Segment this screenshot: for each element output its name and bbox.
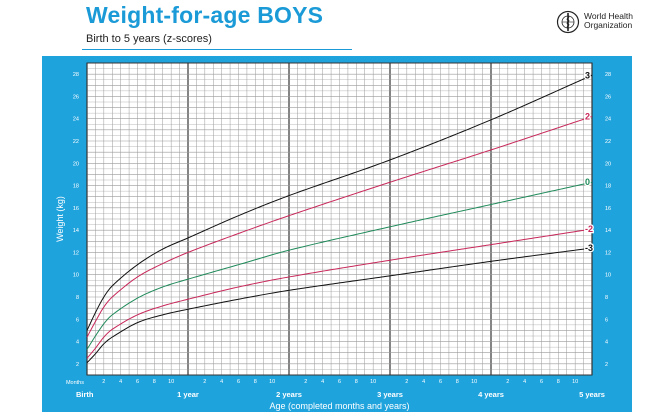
y-tick-label-left: 16 — [73, 206, 79, 212]
y-tick-label-left: 2 — [76, 362, 79, 368]
plot-border — [86, 62, 593, 376]
x-year-tick-label: 2 years — [276, 390, 302, 399]
org-name-line1: World Health — [584, 11, 633, 21]
org-name-line2: Organization — [584, 20, 633, 30]
x-month-tick-label: 2 — [203, 379, 206, 385]
series-line-z3 — [86, 74, 593, 331]
x-month-tick-label: 10 — [370, 379, 376, 385]
y-tick-label-left: 28 — [73, 72, 79, 78]
x-month-tick-label: 6 — [136, 379, 139, 385]
x-unit-label: Months — [66, 380, 84, 386]
y-tick-label-right: 26 — [605, 94, 611, 100]
x-month-tick-label: 10 — [471, 379, 477, 385]
x-axis-title: Age (completed months and years) — [269, 401, 409, 411]
x-month-tick-label: 2 — [304, 379, 307, 385]
subtitle-underline — [82, 30, 352, 50]
y-tick-label-right: 28 — [605, 72, 611, 78]
series-label-z-2: -2 — [585, 224, 593, 234]
x-month-tick-label: 8 — [557, 379, 560, 385]
who-emblem-icon — [556, 10, 580, 34]
y-tick-label-right: 10 — [605, 273, 611, 279]
x-year-tick-label: 3 years — [377, 390, 403, 399]
series-label-z-3: -3 — [585, 243, 593, 253]
x-year-tick-label: Birth — [76, 390, 94, 399]
y-tick-label-left: 4 — [76, 340, 79, 346]
y-tick-label-right: 18 — [605, 184, 611, 190]
y-tick-label-left: 20 — [73, 161, 79, 167]
x-month-tick-label: 6 — [439, 379, 442, 385]
x-month-tick-label: 2 — [405, 379, 408, 385]
x-month-tick-label: 8 — [456, 379, 459, 385]
y-tick-label-left: 10 — [73, 273, 79, 279]
series-label-z2: 2 — [585, 111, 590, 121]
y-tick-label-right: 4 — [605, 340, 608, 346]
x-month-tick-label: 8 — [153, 379, 156, 385]
page-title: Weight-for-age BOYS — [86, 2, 324, 28]
y-tick-label-left: 24 — [73, 117, 79, 123]
series-label-z0: 0 — [585, 177, 590, 187]
y-tick-label-right: 12 — [605, 250, 611, 256]
y-tick-label-left: 14 — [73, 228, 79, 234]
y-tick-label-left: 12 — [73, 250, 79, 256]
y-tick-label-right: 2 — [605, 362, 608, 368]
x-month-tick-label: 6 — [338, 379, 341, 385]
y-tick-label-left: 18 — [73, 184, 79, 190]
series-line-z2 — [86, 116, 593, 338]
x-month-tick-label: 2 — [102, 379, 105, 385]
x-month-tick-label: 4 — [119, 379, 122, 385]
x-month-tick-label: 4 — [220, 379, 223, 385]
x-year-tick-label: 4 years — [478, 390, 504, 399]
y-tick-label-right: 6 — [605, 317, 608, 323]
x-month-tick-label: 8 — [254, 379, 257, 385]
x-month-tick-label: 6 — [237, 379, 240, 385]
y-axis-title: Weight (kg) — [55, 196, 65, 242]
y-tick-label-right: 14 — [605, 228, 611, 234]
x-month-tick-label: 10 — [269, 379, 275, 385]
x-month-tick-label: 6 — [540, 379, 543, 385]
x-month-tick-label: 10 — [572, 379, 578, 385]
x-month-tick-label: 8 — [355, 379, 358, 385]
x-month-tick-label: 4 — [321, 379, 324, 385]
series-label-z3: 3 — [585, 70, 590, 80]
y-tick-label-right: 24 — [605, 117, 611, 123]
x-month-tick-label: 4 — [523, 379, 526, 385]
y-tick-label-left: 8 — [76, 295, 79, 301]
page-subtitle: Birth to 5 years (z-scores) — [86, 33, 212, 45]
series-line-z0 — [86, 181, 593, 350]
y-tick-label-right: 8 — [605, 295, 608, 301]
org-name: World Health Organization — [584, 12, 633, 30]
y-tick-label-left: 6 — [76, 317, 79, 323]
x-year-tick-label: 5 years — [579, 390, 605, 399]
grid-lines — [86, 62, 593, 376]
y-tick-label-left: 26 — [73, 94, 79, 100]
x-month-tick-label: 4 — [422, 379, 425, 385]
x-year-tick-label: 1 year — [177, 390, 199, 399]
y-tick-label-left: 22 — [73, 139, 79, 145]
y-tick-label-right: 22 — [605, 139, 611, 145]
series-line-z-2 — [86, 228, 593, 359]
x-month-tick-label: 2 — [506, 379, 509, 385]
x-month-tick-label: 10 — [168, 379, 174, 385]
y-tick-label-right: 16 — [605, 206, 611, 212]
series-line-z-3 — [86, 247, 593, 364]
y-tick-label-right: 20 — [605, 161, 611, 167]
